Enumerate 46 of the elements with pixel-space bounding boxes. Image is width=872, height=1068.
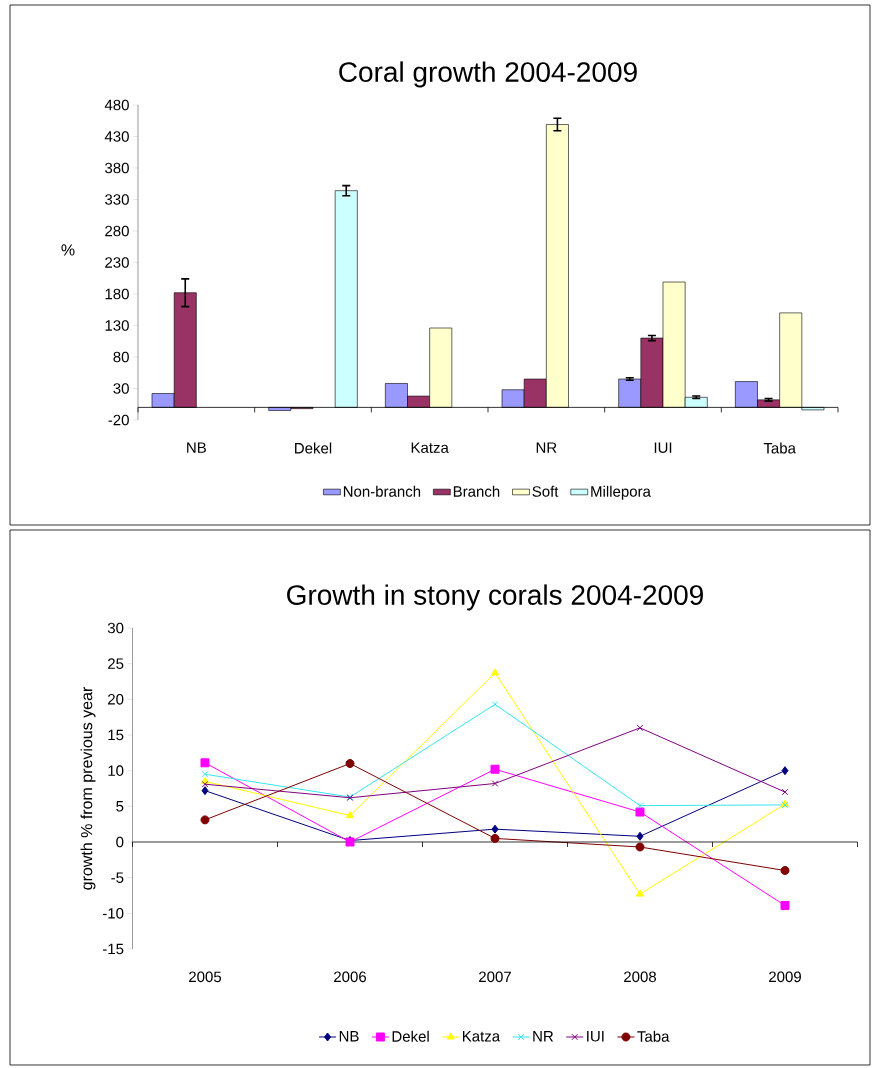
y-tick-label: 0 xyxy=(116,836,124,848)
chart-title: Growth in stony corals 2004-2009 xyxy=(287,584,703,611)
x-tick-label: Taba xyxy=(763,442,796,454)
y-tick-label: 10 xyxy=(108,765,124,776)
x-tick-label: NB xyxy=(187,442,206,453)
legend-label: Soft xyxy=(532,485,559,497)
legend-label: NR xyxy=(533,1031,554,1042)
legend-label: Dekel xyxy=(392,1030,429,1042)
x-tick-label: 2008 xyxy=(624,971,657,983)
y-tick-label: 30 xyxy=(107,622,124,634)
y-tick-label: -10 xyxy=(102,908,124,919)
y-tick-label: 25 xyxy=(108,658,124,669)
y-tick-label: 80 xyxy=(113,351,129,363)
y-tick-label: 5 xyxy=(116,801,124,812)
x-tick-label: 2007 xyxy=(479,971,511,983)
y-tick-label: 430 xyxy=(104,131,129,142)
y-axis-title: % xyxy=(61,244,75,256)
y-tick-label: 20 xyxy=(108,694,124,705)
y-tick-label: 180 xyxy=(105,288,129,300)
y-tick-label: 30 xyxy=(113,383,129,394)
x-tick-label: NR xyxy=(536,442,557,453)
legend-label: Branch xyxy=(453,485,500,497)
legend-label: IUI xyxy=(587,1031,604,1042)
x-tick-label: IUI xyxy=(654,442,672,453)
chart-title: Coral growth 2004-2009 xyxy=(339,61,637,88)
y-tick-label: 130 xyxy=(105,320,129,331)
y-tick-label: -5 xyxy=(111,872,124,883)
y-tick-label: 380 xyxy=(105,162,129,174)
y-tick-label: 280 xyxy=(105,225,129,237)
y-tick-label: -20 xyxy=(108,414,129,426)
x-tick-label: Katza xyxy=(411,442,449,453)
y-tick-label: -15 xyxy=(102,943,124,955)
x-tick-label: 2009 xyxy=(769,971,801,983)
legend-label: Non-branch xyxy=(343,485,421,497)
x-tick-label: 2006 xyxy=(334,971,367,983)
y-tick-label: 230 xyxy=(105,257,129,268)
legend-label: Katza xyxy=(462,1031,501,1042)
y-tick-label: 15 xyxy=(108,729,124,741)
x-tick-label: Dekel xyxy=(295,442,332,454)
legend-label: Taba xyxy=(637,1030,670,1042)
x-tick-label: 2005 xyxy=(189,971,222,983)
y-axis-title: growth % from previous year xyxy=(80,686,96,890)
legend-label: Millepora xyxy=(591,485,651,500)
y-tick-label: 330 xyxy=(105,194,129,205)
y-tick-label: 480 xyxy=(104,99,129,111)
legend-label: NB xyxy=(339,1031,359,1042)
